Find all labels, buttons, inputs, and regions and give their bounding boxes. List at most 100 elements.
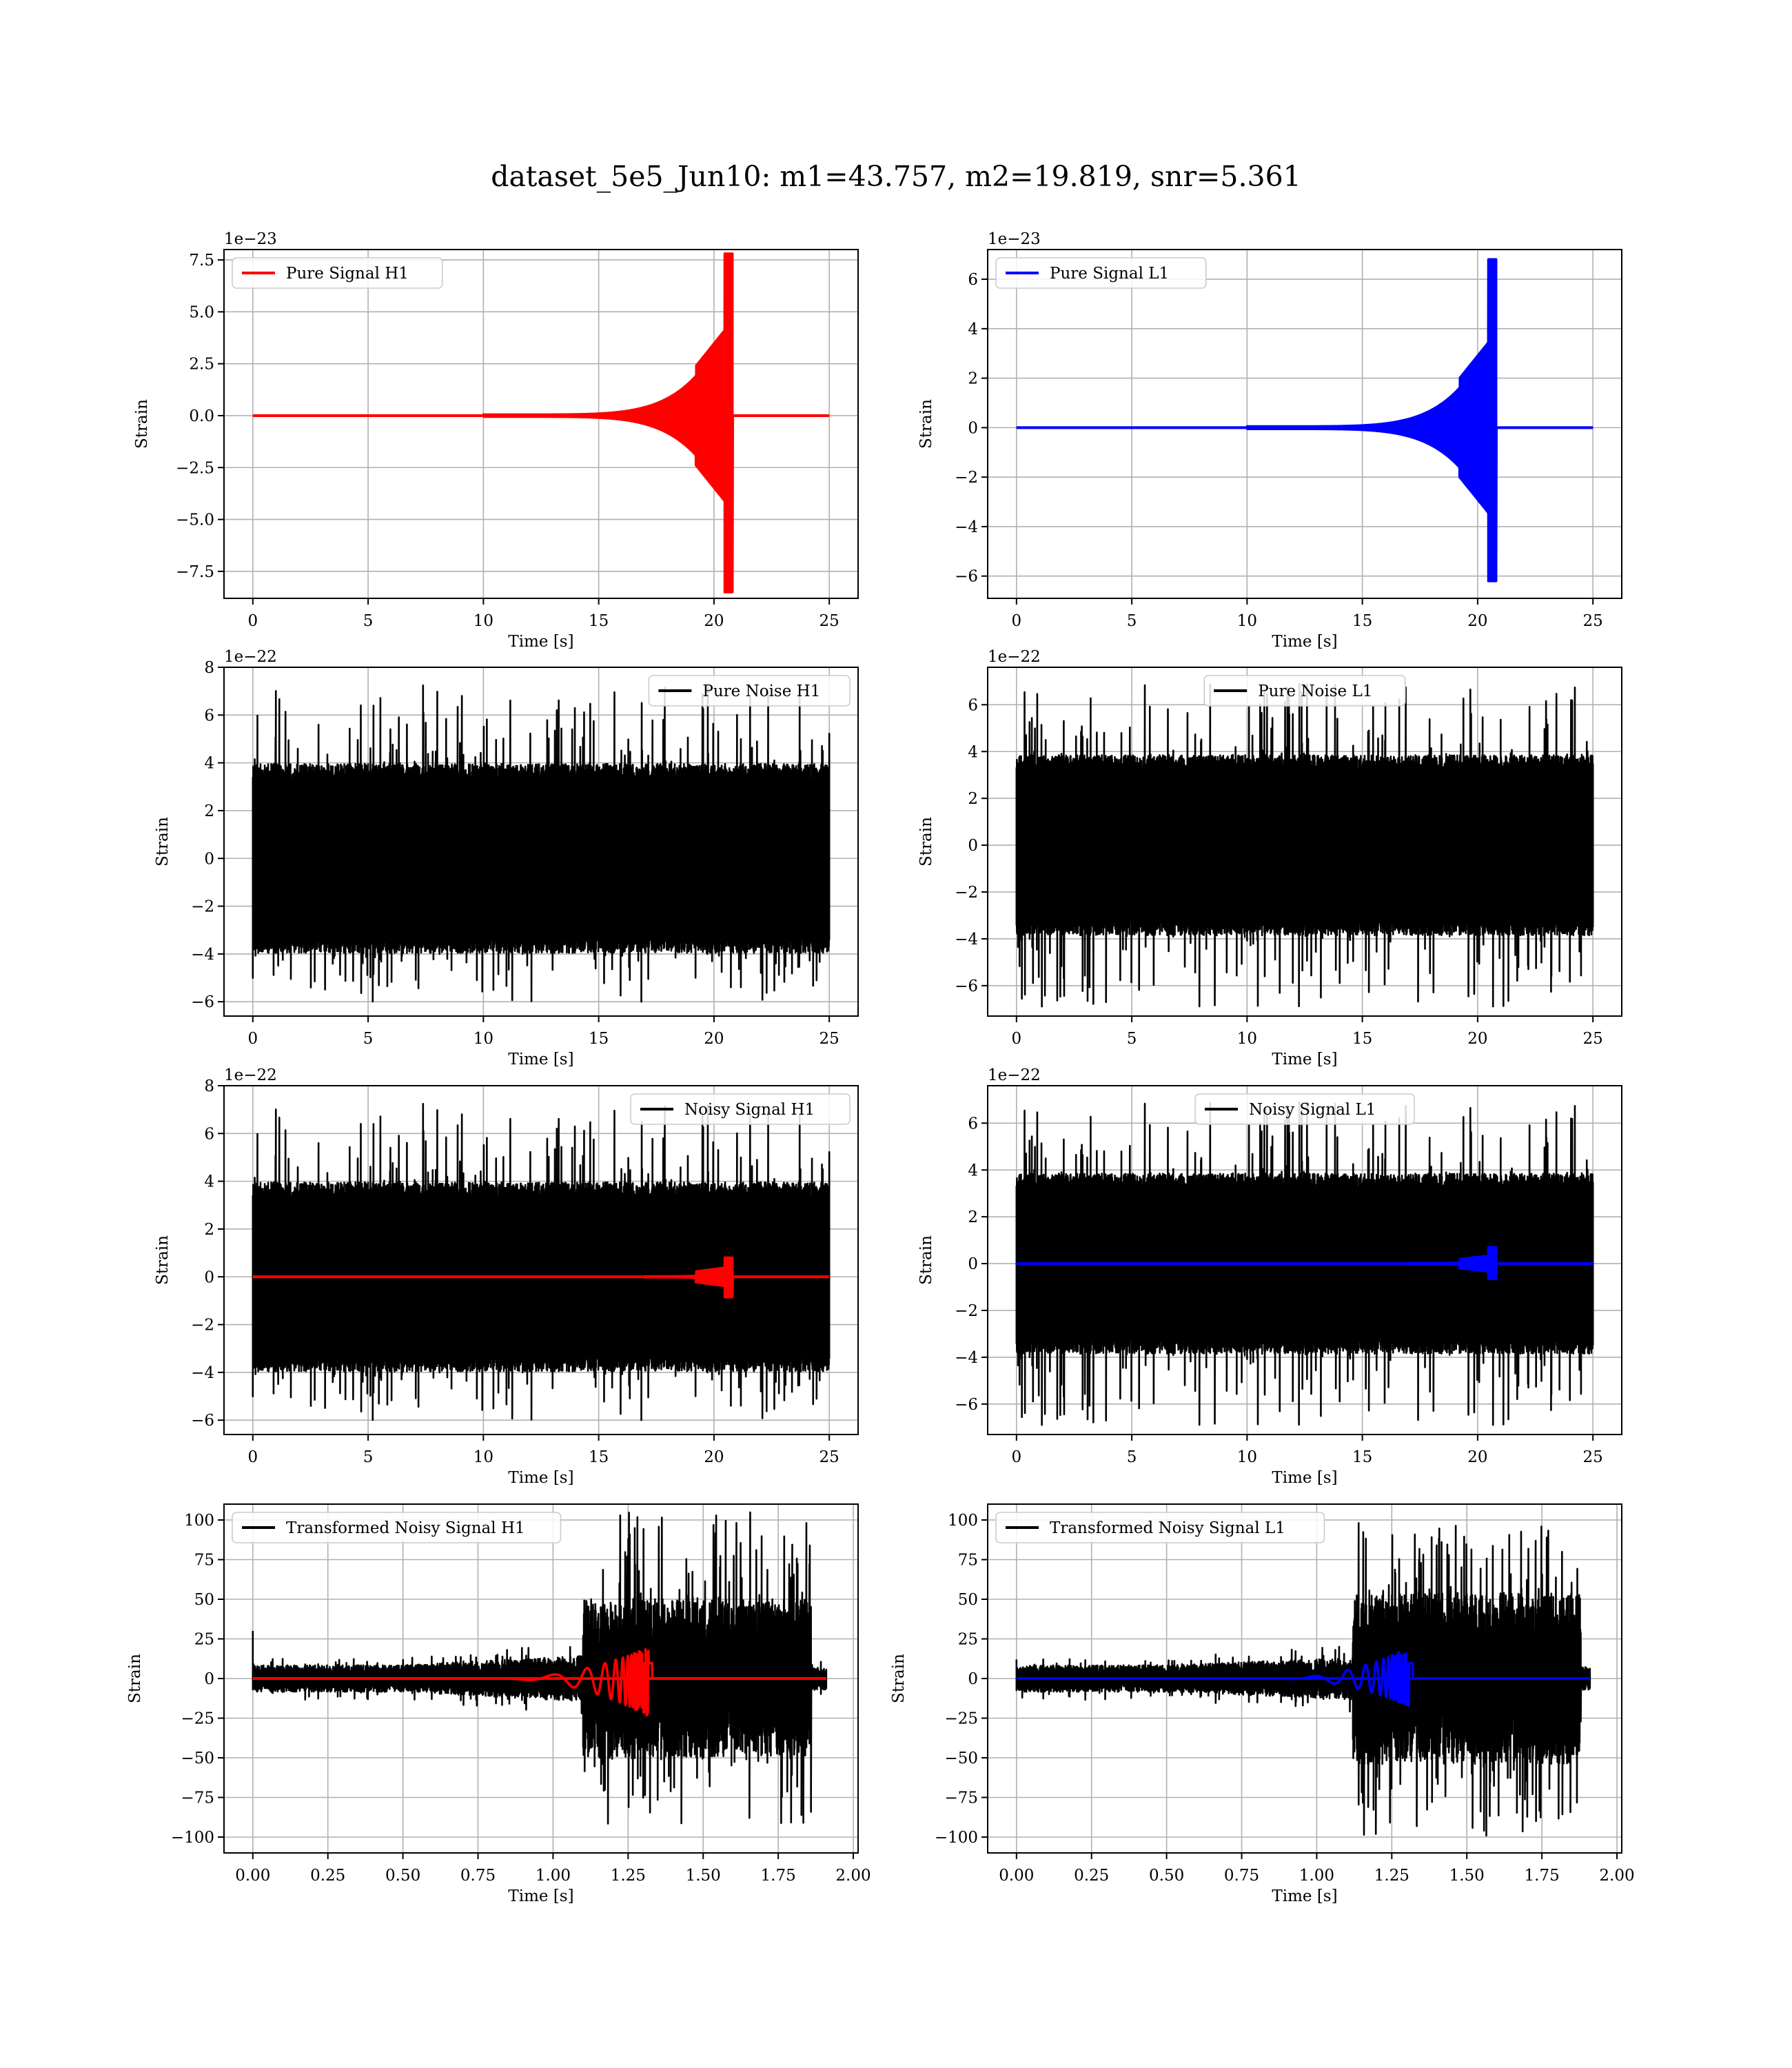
x-tick-label: 20: [704, 1448, 724, 1466]
y-tick-label: 2: [968, 370, 978, 388]
y-tick-label: 4: [968, 743, 978, 761]
y-tick-label: −2: [191, 898, 214, 916]
axis-offset-text: 1e−23: [988, 230, 1041, 248]
x-tick-label: 15: [589, 1030, 609, 1048]
y-tick-label: 4: [968, 321, 978, 338]
y-tick-label: 2: [204, 1221, 214, 1239]
x-tick-label: 0.50: [385, 1867, 420, 1885]
y-tick-label: 2.5: [189, 356, 214, 374]
y-tick-label: 75: [194, 1552, 214, 1570]
legend-box: [630, 1093, 851, 1125]
y-tick-label: 4: [968, 1162, 978, 1179]
legend-box: [1194, 1093, 1415, 1125]
x-tick-label: 0: [1011, 1448, 1021, 1466]
chart-pure-signal-h1: 0 5 10 15 20 25 −7.5 −5.0 −2.5 0.0 2.5 5.0 7.5 Time […: [133, 230, 859, 651]
x-tick-label: 2.00: [1599, 1867, 1634, 1885]
y-tick-label: 6: [204, 1125, 214, 1143]
x-tick-label: 5: [1127, 1030, 1137, 1048]
y-tick-label: −6: [191, 1412, 214, 1430]
series-line-noisy-signal-h1: [252, 1102, 831, 1421]
y-axis-label: Strain: [154, 817, 172, 866]
legend-label: Transformed Noisy Signal L1: [1050, 1519, 1285, 1537]
x-axis-label: Time [s]: [1272, 1051, 1337, 1068]
legend-box: [995, 257, 1207, 289]
y-tick-label: −5.0: [176, 511, 214, 529]
legend-label: Transformed Noisy Signal H1: [286, 1519, 525, 1537]
chart-transformed-noisy-signal-h1: 0.00 0.25 0.50 0.75 1.00 1.25 1.50 1.75 2.00 −100…: [126, 1503, 871, 1905]
y-tick-label: −6: [955, 1396, 978, 1414]
legend-box: [232, 257, 443, 289]
series-line-pure-signal-h1: [252, 252, 831, 594]
x-tick-label: 25: [1583, 1448, 1603, 1466]
x-tick-label: 10: [474, 1448, 493, 1466]
x-axis-label: Time [s]: [508, 1887, 573, 1905]
axes-frame: [223, 249, 859, 599]
y-axis-label: Strain: [917, 399, 935, 449]
legend-box: [995, 1512, 1325, 1543]
x-tick-label: 0.75: [460, 1867, 496, 1885]
y-tick-label: 0: [968, 837, 978, 855]
y-tick-label: −4: [191, 1364, 214, 1382]
x-axis-label: Time [s]: [1272, 633, 1337, 651]
legend-box: [1203, 675, 1406, 707]
y-tick-label: −50: [944, 1750, 978, 1767]
chart-pure-noise-h1: 0 5 10 15 20 25 −6 −4 −2 0 2 4 6 8 Time [s] Strain 1e−22…: [154, 648, 859, 1068]
y-tick-label: −100: [171, 1829, 214, 1847]
y-tick-label: 4: [204, 1173, 214, 1191]
x-tick-label: 10: [474, 612, 493, 630]
y-tick-label: 7.5: [189, 252, 214, 270]
x-tick-label: 0.50: [1149, 1867, 1184, 1885]
axes-frame: [223, 1085, 859, 1435]
legend-label: Pure Signal L1: [1050, 265, 1169, 283]
axes-frame: [223, 667, 859, 1017]
y-tick-label: −7.5: [176, 563, 214, 581]
x-tick-label: 25: [819, 1448, 839, 1466]
y-tick-label: −25: [944, 1710, 978, 1728]
series-line-noisy-signal-l1: [1015, 1101, 1594, 1426]
x-tick-label: 2.00: [835, 1867, 870, 1885]
axes-frame: [987, 249, 1622, 599]
series-line-transformed-noisy-signal-h1: [252, 1511, 828, 1825]
series-line-pure-noise-h1: [252, 684, 831, 1003]
x-tick-label: 20: [704, 1030, 724, 1048]
y-tick-label: −25: [181, 1710, 214, 1728]
y-tick-label: −4: [955, 1349, 978, 1367]
y-axis-label: Strain: [890, 1654, 908, 1703]
x-tick-label: 0: [247, 1448, 258, 1466]
y-tick-label: −6: [191, 993, 214, 1011]
x-tick-label: 0: [1011, 1030, 1021, 1048]
y-tick-label: 8: [204, 1077, 214, 1095]
legend-label: Pure Noise H1: [702, 682, 820, 700]
y-tick-label: 2: [968, 790, 978, 808]
x-tick-label: 0.75: [1224, 1867, 1259, 1885]
y-tick-label: 6: [968, 696, 978, 714]
x-tick-label: 0: [247, 1030, 258, 1048]
legend-label: Pure Noise L1: [1258, 682, 1372, 700]
x-tick-label: 1.25: [611, 1867, 646, 1885]
y-tick-label: 0: [968, 1670, 978, 1688]
axis-offset-text: 1e−23: [224, 230, 277, 248]
y-tick-label: −75: [944, 1790, 978, 1807]
legend-box: [648, 675, 851, 707]
x-tick-label: 15: [589, 612, 609, 630]
x-tick-label: 1.00: [1299, 1867, 1334, 1885]
y-axis-label: Strain: [133, 399, 151, 449]
y-tick-label: 25: [958, 1631, 978, 1649]
y-tick-label: −100: [935, 1829, 978, 1847]
chart-noisy-signal-l1: 0 5 10 15 20 25 −6 −4 −2 0 2 4 6 Time [s] Strain 1e−22 N…: [917, 1066, 1622, 1487]
x-tick-label: 10: [1237, 1030, 1257, 1048]
chart-pure-signal-l1: 0 5 10 15 20 25 −6 −4 −2 0 2 4 6 Time [s] Strain 1e−23 P…: [917, 230, 1622, 651]
x-tick-label: 15: [589, 1448, 609, 1466]
legend-label: Noisy Signal H1: [684, 1101, 815, 1119]
x-axis-label: Time [s]: [508, 1051, 573, 1068]
y-tick-label: −50: [181, 1750, 214, 1767]
x-tick-label: 5: [363, 612, 374, 630]
y-tick-label: 0.0: [189, 407, 214, 425]
y-tick-label: 0: [968, 419, 978, 437]
y-tick-label: −6: [955, 977, 978, 995]
y-tick-label: 50: [958, 1591, 978, 1609]
legend-label: Pure Signal H1: [286, 265, 409, 283]
y-tick-label: −2: [955, 469, 978, 487]
x-tick-label: 5: [1127, 1448, 1137, 1466]
